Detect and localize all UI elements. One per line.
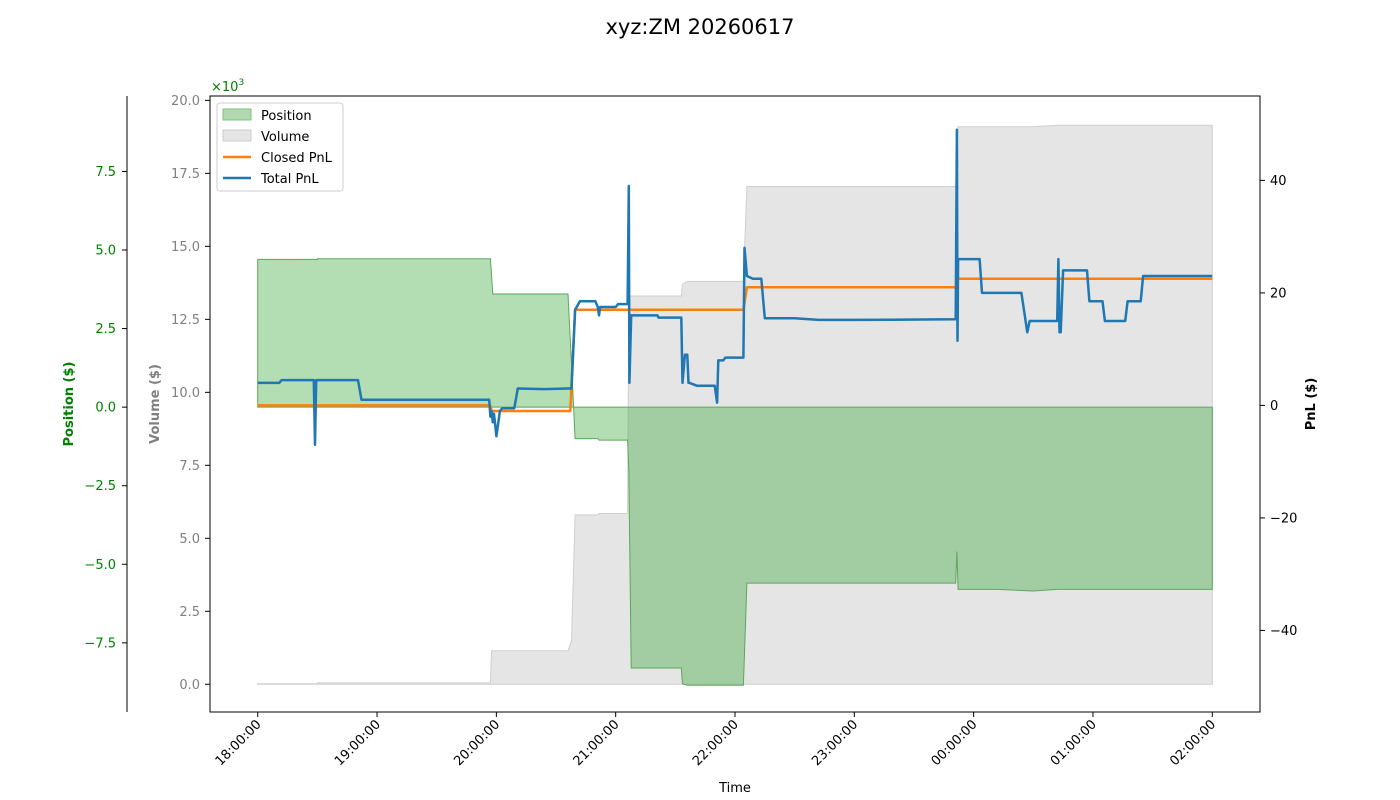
position-tick-label: 0.0 (95, 401, 116, 416)
legend-swatch-volume (222, 129, 252, 142)
x-axis: 18:00:00 19:00:00 20:00:00 21:00:00 22:00:00… (213, 712, 1219, 769)
x-tick-label: 01:00:00 (1048, 717, 1100, 769)
legend-label-total-pnl: Total PnL (260, 172, 319, 187)
x-tick-label: 02:00:00 (1167, 717, 1219, 769)
volume-axis-label: Volume ($) (148, 364, 163, 444)
volume-axis: 0.0 2.5 5.0 7.5 10.0 12.5 15.0 17.5 20.0 (171, 94, 210, 693)
pnl-axis: −40 −20 0 20 40 (1260, 174, 1297, 639)
legend-label-closed-pnl: Closed PnL (261, 151, 333, 166)
pnl-tick-label: −20 (1270, 511, 1297, 526)
legend-box (216, 102, 344, 192)
legend-swatch-position (222, 108, 252, 121)
pnl-tick-label: −40 (1270, 624, 1297, 639)
volume-tick-label: 0.0 (179, 678, 200, 693)
x-tick-label: 18:00:00 (213, 717, 265, 769)
x-tick-label: 00:00:00 (929, 717, 981, 769)
position-axis-label: Position ($) (62, 362, 77, 447)
series-total-pnl-line (257, 128, 1213, 447)
volume-tick-label: 15.0 (171, 240, 200, 255)
position-tick-label: 7.5 (95, 165, 116, 180)
plot-fills (257, 124, 1213, 686)
x-tick-label: 23:00:00 (809, 717, 861, 769)
pnl-tick-label: 20 (1270, 286, 1287, 301)
position-tick-label: −2.5 (84, 479, 116, 494)
position-scale-label: ×103 (211, 78, 244, 95)
chart-title: xyz:ZM 20260617 (605, 15, 794, 39)
legend: Position Volume Closed PnL Total PnL (216, 102, 344, 192)
volume-tick-label: 7.5 (179, 459, 200, 474)
volume-tick-label: 12.5 (171, 313, 200, 328)
pnl-axis-label: PnL ($) (1304, 378, 1319, 431)
x-tick-label: 20:00:00 (451, 717, 503, 769)
pnl-tick-label: 0 (1270, 399, 1278, 414)
position-tick-label: 5.0 (95, 244, 116, 259)
x-tick-label: 21:00:00 (571, 717, 623, 769)
legend-label-position: Position (261, 109, 312, 124)
position-tick-label: 2.5 (95, 322, 116, 337)
volume-tick-label: 2.5 (179, 605, 200, 620)
plot-lines (257, 128, 1213, 447)
position-tick-label: −5.0 (84, 558, 116, 573)
position-tick-label: −7.5 (84, 636, 116, 651)
legend-label-volume: Volume (261, 130, 309, 145)
pnl-tick-label: 40 (1270, 174, 1287, 189)
volume-tick-label: 10.0 (171, 386, 200, 401)
x-tick-label: 19:00:00 (332, 717, 384, 769)
position-axis: −7.5 −5.0 −2.5 0.0 2.5 5.0 7.5 (84, 96, 128, 712)
volume-tick-label: 5.0 (179, 532, 200, 547)
series-position-area (257, 258, 1213, 686)
x-tick-label: 22:00:00 (690, 717, 742, 769)
volume-tick-label: 20.0 (171, 94, 200, 109)
volume-tick-label: 17.5 (171, 167, 200, 182)
x-axis-label: Time (718, 781, 751, 796)
